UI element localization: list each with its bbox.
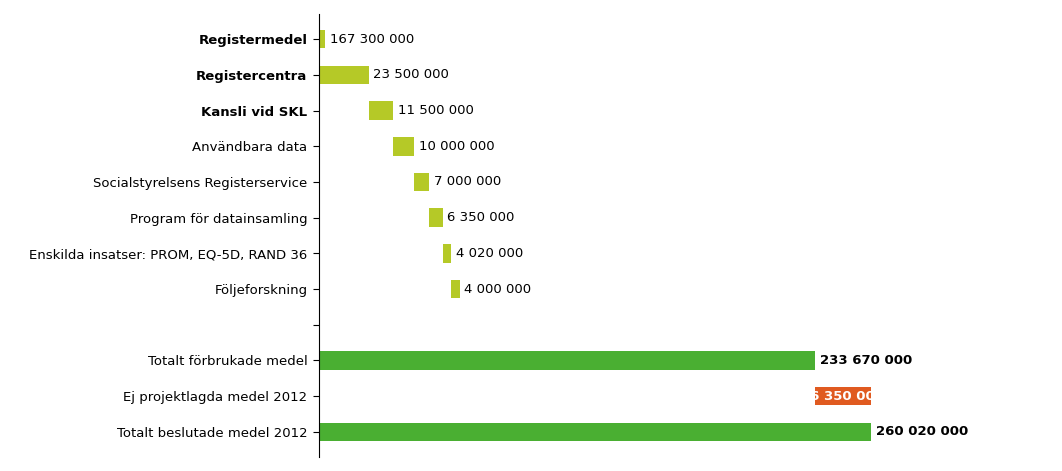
Bar: [319, 351, 815, 370]
Bar: [451, 280, 460, 298]
Text: 233 670 000: 233 670 000: [820, 354, 912, 367]
Bar: [429, 208, 443, 227]
Text: 4 000 000: 4 000 000: [464, 283, 532, 296]
Text: 26 350 000: 26 350 000: [802, 390, 885, 403]
Text: 260 020 000: 260 020 000: [876, 425, 969, 439]
Text: 11 500 000: 11 500 000: [398, 104, 474, 117]
Text: 4 020 000: 4 020 000: [456, 247, 524, 260]
Bar: [393, 137, 414, 155]
Bar: [369, 101, 393, 120]
Text: 6 350 000: 6 350 000: [447, 211, 515, 224]
Bar: [815, 387, 871, 406]
Bar: [319, 65, 369, 84]
Bar: [319, 422, 871, 441]
Text: 7 000 000: 7 000 000: [434, 175, 501, 188]
Bar: [443, 244, 451, 263]
Text: 10 000 000: 10 000 000: [419, 140, 495, 153]
Text: 167 300 000: 167 300 000: [330, 32, 414, 46]
Text: 23 500 000: 23 500 000: [374, 68, 449, 81]
Bar: [414, 173, 429, 191]
Bar: [319, 30, 325, 49]
